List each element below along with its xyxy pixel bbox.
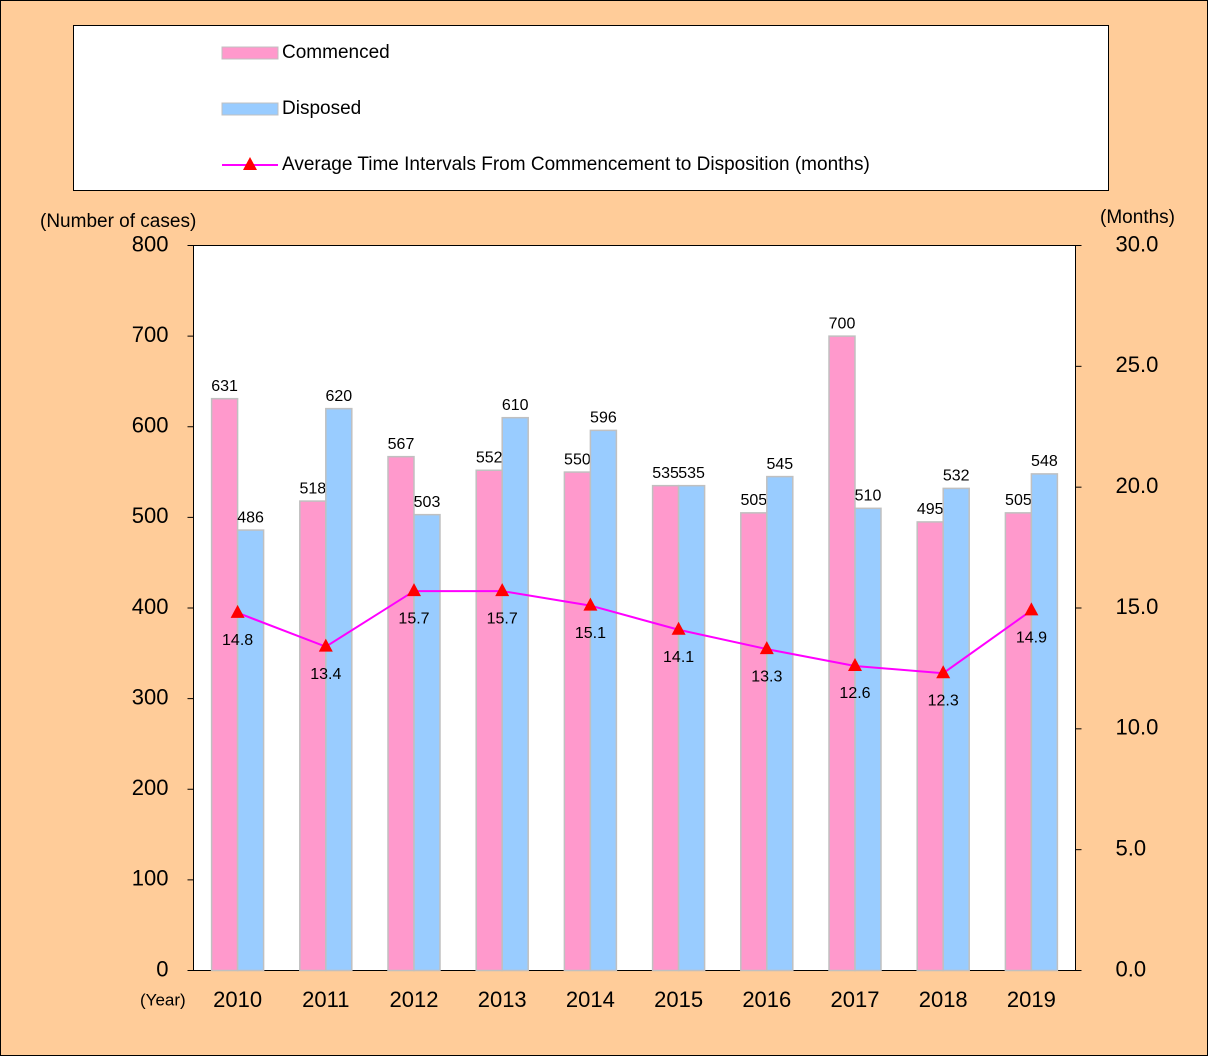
x-tick-label: 2011	[302, 987, 349, 1012]
data-label: 13.4	[310, 666, 341, 683]
x-tick-label: 2012	[390, 987, 439, 1012]
x-tick-label: 2017	[831, 987, 880, 1012]
marker	[230, 604, 245, 618]
data-label: 505	[740, 492, 767, 509]
bar	[299, 500, 327, 972]
data-label: 15.1	[575, 625, 606, 642]
data-label: 700	[829, 315, 856, 332]
data-label: 503	[414, 494, 441, 511]
data-label: 12.3	[928, 692, 959, 709]
marker	[583, 597, 598, 611]
data-label: 550	[564, 451, 591, 468]
y-tick-label: 500	[132, 503, 169, 528]
data-label: 15.7	[398, 610, 429, 627]
bar	[501, 416, 529, 972]
data-label: 548	[1031, 453, 1058, 470]
x-tick-label: 2010	[213, 987, 262, 1012]
data-label: 12.6	[839, 685, 870, 702]
data-label: 596	[590, 410, 617, 427]
data-label: 552	[476, 449, 503, 466]
data-label: 13.3	[751, 668, 782, 685]
y-tick-label: 400	[132, 594, 169, 619]
bar	[766, 475, 794, 972]
data-label: 535	[652, 465, 679, 482]
data-label: 495	[917, 501, 944, 518]
bar	[854, 507, 882, 972]
y-axis-label: (Number of cases)	[40, 211, 196, 232]
x-tick-label: 2015	[654, 987, 703, 1012]
y2-tick-label: 0.0	[1116, 956, 1147, 981]
legend-label: Average Time Intervals From Commencement…	[282, 154, 870, 175]
data-label: 510	[855, 488, 882, 505]
y-tick-label: 0	[156, 956, 168, 981]
data-label: 631	[211, 378, 238, 395]
legend-label: Commenced	[282, 42, 390, 63]
data-label: 532	[943, 468, 970, 485]
x-tick-label: 2016	[742, 987, 791, 1012]
y-tick-label: 700	[132, 322, 169, 347]
y-tick-label: 300	[132, 684, 169, 709]
data-label: 545	[766, 456, 793, 473]
x-tick-label: 2018	[919, 987, 968, 1012]
x-tick-label: 2019	[1007, 987, 1056, 1012]
data-label: 567	[388, 436, 415, 453]
bar	[210, 397, 239, 972]
legend-label: Disposed	[282, 98, 361, 119]
x-tick-label: 2014	[566, 987, 615, 1012]
bar	[828, 335, 856, 972]
bar	[916, 521, 944, 972]
y2-tick-label: 20.0	[1116, 473, 1159, 498]
bar	[651, 484, 680, 972]
data-label: 14.8	[222, 632, 253, 649]
x-tick-label: 2013	[478, 987, 527, 1012]
y2-tick-label: 10.0	[1116, 715, 1159, 740]
marker	[671, 621, 686, 635]
data-label: 610	[502, 397, 529, 414]
line	[237, 590, 1032, 675]
y2-tick-label: 5.0	[1116, 835, 1147, 860]
data-label: 535	[678, 465, 705, 482]
legend-swatch	[221, 102, 279, 116]
legend-swatch	[221, 46, 279, 60]
bar	[387, 455, 415, 972]
bar	[325, 407, 353, 972]
marker	[1024, 602, 1039, 616]
marker	[407, 583, 421, 597]
bar	[1030, 473, 1059, 972]
data-label: 14.1	[663, 649, 694, 666]
y-tick-label: 200	[132, 775, 169, 800]
bar	[475, 469, 503, 972]
marker	[759, 641, 774, 655]
data-label: 486	[237, 509, 264, 526]
marker	[848, 658, 862, 671]
bar	[677, 484, 706, 972]
bar	[1004, 512, 1033, 972]
y2-tick-label: 30.0	[1116, 231, 1159, 256]
y-tick-label: 100	[132, 866, 169, 891]
bar	[942, 487, 970, 972]
legend-marker	[243, 157, 257, 170]
x-axis-label: (Year)	[140, 990, 186, 1009]
marker	[495, 583, 510, 597]
data-label: 15.7	[487, 610, 518, 627]
bar	[236, 529, 265, 972]
bar	[413, 513, 441, 972]
marker	[318, 638, 333, 652]
marker	[936, 665, 951, 679]
y2-tick-label: 25.0	[1116, 352, 1159, 377]
data-label: 620	[325, 388, 352, 405]
y-tick-label: 800	[132, 231, 169, 256]
y2-axis-label: (Months)	[1100, 207, 1175, 228]
data-label: 518	[299, 480, 326, 497]
y-tick-label: 600	[132, 413, 169, 438]
data-label: 14.9	[1016, 630, 1047, 647]
bar	[589, 429, 618, 972]
data-label: 505	[1005, 492, 1032, 509]
bar	[563, 471, 592, 972]
y2-tick-label: 15.0	[1116, 594, 1159, 619]
bar	[740, 512, 768, 972]
